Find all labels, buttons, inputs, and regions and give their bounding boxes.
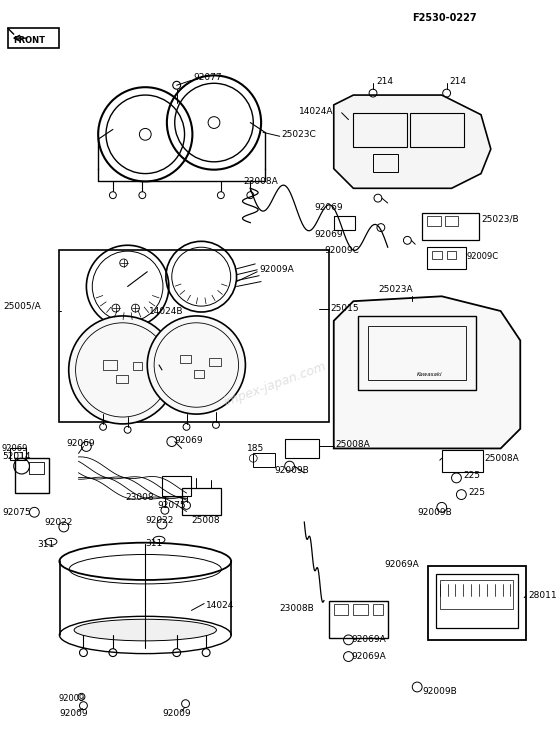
- Text: 28011: 28011: [528, 591, 557, 600]
- Bar: [8, 29, 59, 48]
- Bar: [422, 213, 479, 240]
- Text: 92022: 92022: [44, 518, 73, 526]
- Bar: [410, 113, 464, 147]
- Bar: [353, 113, 407, 147]
- Text: 185: 185: [248, 444, 265, 453]
- Text: 92069: 92069: [175, 436, 203, 445]
- Text: 92077: 92077: [193, 73, 222, 82]
- Bar: [103, 360, 117, 370]
- Text: 14024: 14024: [206, 601, 235, 610]
- Polygon shape: [334, 296, 520, 448]
- Bar: [368, 326, 466, 379]
- Bar: [15, 458, 49, 493]
- Text: 25023/B: 25023/B: [481, 214, 519, 223]
- Text: 25005/A: 25005/A: [3, 302, 41, 311]
- Text: 92075: 92075: [157, 501, 186, 510]
- Text: 25008A: 25008A: [335, 440, 371, 449]
- Text: 92009: 92009: [59, 694, 85, 703]
- Text: 92009C: 92009C: [466, 251, 498, 260]
- Text: 92069: 92069: [314, 203, 343, 213]
- Bar: [334, 216, 356, 230]
- Text: 311: 311: [145, 539, 162, 548]
- Bar: [445, 216, 459, 226]
- Text: 92009B: 92009B: [275, 466, 310, 474]
- Text: 92009: 92009: [59, 709, 87, 718]
- Text: 23008A: 23008A: [244, 177, 278, 186]
- Text: 92075: 92075: [2, 508, 31, 517]
- Text: 14024B: 14024B: [149, 306, 184, 316]
- Text: 92009C: 92009C: [324, 246, 359, 254]
- Bar: [253, 453, 275, 467]
- Bar: [10, 448, 26, 461]
- Bar: [329, 601, 388, 638]
- Bar: [428, 567, 526, 640]
- Text: 52014: 52014: [2, 452, 30, 461]
- Bar: [440, 580, 514, 610]
- Bar: [427, 247, 466, 269]
- Circle shape: [147, 316, 245, 414]
- Text: FRONT: FRONT: [14, 36, 46, 45]
- Text: 92009A: 92009A: [259, 265, 294, 274]
- Bar: [116, 375, 128, 383]
- Bar: [447, 251, 456, 259]
- Text: 25023C: 25023C: [282, 130, 316, 139]
- Text: 92069: 92069: [2, 444, 29, 453]
- Bar: [284, 439, 319, 458]
- Text: 92069A: 92069A: [352, 652, 386, 661]
- Text: Kawasaki: Kawasaki: [417, 372, 443, 377]
- Text: 92069A: 92069A: [352, 635, 386, 644]
- Text: 23008: 23008: [125, 493, 154, 502]
- Bar: [59, 250, 329, 422]
- Circle shape: [69, 316, 177, 424]
- Text: 25015: 25015: [331, 303, 360, 313]
- Text: F2530-0227: F2530-0227: [412, 13, 477, 23]
- Bar: [358, 316, 476, 390]
- Text: 92069: 92069: [67, 439, 95, 448]
- Text: 92022: 92022: [145, 515, 174, 525]
- Text: 92009B: 92009B: [422, 687, 457, 697]
- Text: 92069A: 92069A: [385, 560, 419, 569]
- Text: 92069: 92069: [314, 230, 343, 239]
- Bar: [194, 370, 204, 378]
- Bar: [436, 574, 519, 628]
- Bar: [353, 604, 368, 616]
- Bar: [14, 452, 22, 458]
- Bar: [162, 476, 192, 496]
- Text: 214: 214: [376, 77, 393, 86]
- Text: 14024A: 14024A: [300, 107, 334, 116]
- Bar: [133, 362, 142, 370]
- Text: 225: 225: [463, 471, 480, 480]
- Bar: [373, 154, 398, 172]
- Text: 23008B: 23008B: [280, 604, 315, 613]
- Bar: [181, 488, 221, 515]
- Polygon shape: [334, 95, 491, 189]
- Text: 25008: 25008: [192, 515, 220, 525]
- Bar: [209, 358, 221, 366]
- Text: 214: 214: [450, 77, 466, 86]
- Bar: [334, 604, 348, 616]
- Text: 311: 311: [38, 540, 54, 549]
- Bar: [432, 251, 442, 259]
- Bar: [180, 355, 192, 363]
- Text: 25008A: 25008A: [484, 454, 519, 463]
- Bar: [442, 450, 483, 472]
- Text: impex-japan.com: impex-japan.com: [222, 360, 328, 409]
- Text: 92009: 92009: [162, 709, 190, 718]
- Text: 225: 225: [468, 488, 485, 497]
- Text: 92009B: 92009B: [417, 508, 452, 517]
- Bar: [373, 604, 383, 616]
- Bar: [30, 462, 44, 474]
- Ellipse shape: [74, 619, 217, 641]
- Bar: [427, 216, 441, 226]
- Text: 25023A: 25023A: [378, 285, 413, 294]
